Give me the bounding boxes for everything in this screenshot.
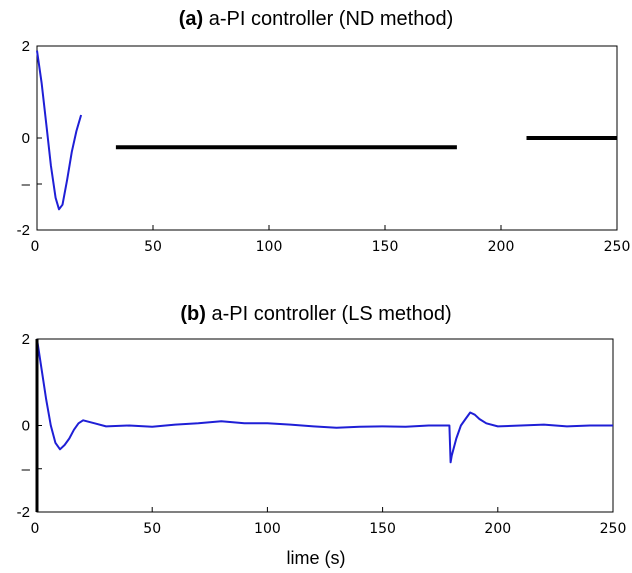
chart-b-xtick-label: 250 [600,521,627,537]
chart-a-title-text: a-PI controller (ND method) [208,8,454,30]
chart-a-xtick-label: 150 [372,239,399,255]
chart-a-ytick-label: 0 [22,130,30,147]
chart-b-ytick-label: -2 [17,504,30,521]
chart-a-title: (a) a-PI controller (ND method) [0,8,632,31]
chart-b-title-text: a-PI controller (LS method) [211,303,452,325]
chart-b-xtick-label: 200 [484,521,511,537]
chart-a-ytick-label: -2 [17,222,30,239]
chart-b-xtick-label: 100 [254,521,281,537]
chart-a-xtick-label: 100 [256,239,283,255]
chart-a-xtick-label: 250 [604,239,631,255]
chart-b-title-bold: (b) [180,303,206,325]
chart-a-ytick-label: – [22,176,31,193]
chart-b-xtick-label: 50 [143,521,161,537]
chart-b-xtick-label-zero: 0 [31,521,40,537]
chart-a-xtick-label: 200 [488,239,515,255]
chart-b-ytick-label: 0 [22,418,30,435]
chart-a-title-bold: (a) [178,8,204,30]
chart-b-ytick-label: 2 [22,331,30,348]
chart-a-xtick-label-zero: 0 [31,239,40,255]
chart-b-xtick-label: 150 [369,521,396,537]
chart-b-ytick-label: – [22,461,31,478]
chart-a-ytick-label: 2 [22,38,30,55]
chart-b-series-0 [36,338,613,464]
chart-a-xtick-label: 50 [144,239,162,255]
chart-b-title: (b) a-PI controller (LS method) [0,303,632,326]
chart-b-xlabel: lime (s) [286,548,346,568]
chart-a-series-0 [36,50,83,211]
